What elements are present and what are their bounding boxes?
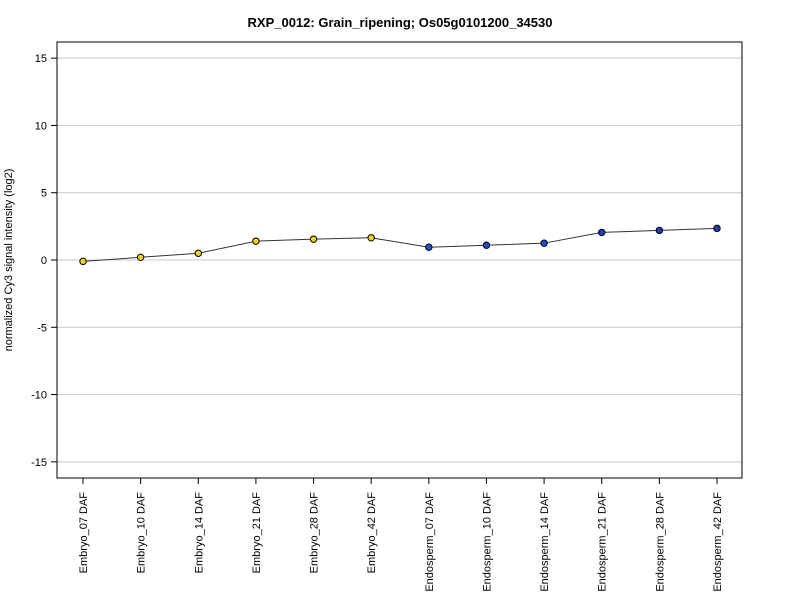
data-point [540, 239, 548, 247]
x-tick-label: Endosperm_10 DAF [481, 492, 493, 592]
data-point [425, 243, 433, 251]
x-tick-label: Embryo_07 DAF [78, 492, 90, 574]
data-point [367, 234, 375, 242]
data-point [79, 257, 87, 266]
x-tick-label: Embryo_42 DAF [366, 492, 378, 574]
y-tick-label: -5 [37, 322, 47, 334]
y-axis: -15 -10 -5 0 5 10 15 [31, 53, 57, 469]
series-line [82, 227, 718, 262]
y-tick-label: 5 [41, 188, 47, 200]
x-tick-label: Endosperm_14 DAF [539, 492, 551, 592]
data-point [713, 224, 721, 233]
chart-title: RXP_0012: Grain_ripening; Os05g0101200_3… [248, 15, 553, 30]
data-point [136, 253, 145, 262]
y-tick-label: 10 [35, 120, 47, 132]
data-point [252, 237, 260, 245]
y-tick-label: -10 [31, 390, 47, 402]
data-point [309, 235, 318, 243]
data-point [655, 226, 664, 235]
data-point [598, 228, 606, 237]
data-point [194, 249, 202, 257]
data-point [482, 241, 491, 249]
x-tick-label: Embryo_10 DAF [136, 492, 148, 574]
x-axis: Embryo_07 DAF Embryo_10 DAF Embryo_14 DAF E… [78, 478, 724, 592]
x-tick-label: Endosperm_28 DAF [654, 492, 666, 592]
x-tick-label: Endosperm_21 DAF [597, 492, 609, 592]
line-layer [82, 227, 718, 262]
point-layer [79, 224, 721, 266]
x-tick-label: Endosperm_42 DAF [712, 492, 724, 592]
y-tick-label: -15 [31, 457, 47, 469]
x-tick-label: Embryo_14 DAF [193, 492, 205, 574]
x-tick-label: Embryo_28 DAF [309, 492, 321, 574]
grid-layer [57, 57, 742, 463]
y-tick-label: 0 [41, 255, 47, 267]
y-axis-label: normalized Cy3 signal intensity (log2) [3, 169, 15, 352]
x-tick-label: Embryo_21 DAF [251, 492, 263, 574]
y-tick-label: 15 [35, 53, 47, 65]
x-tick-label: Endosperm_07 DAF [424, 492, 436, 592]
